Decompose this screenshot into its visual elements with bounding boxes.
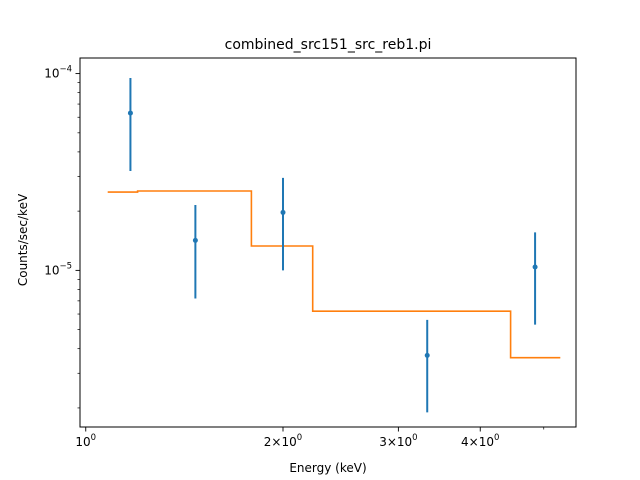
x-tick-label-2: 2×100 bbox=[264, 433, 302, 449]
y-tick-label-2: 10−4 bbox=[44, 65, 72, 81]
data-point-4 bbox=[424, 319, 430, 413]
y-axis-label: Counts/sec/keV bbox=[16, 193, 30, 286]
y-tick-label-1: 10−5 bbox=[44, 261, 72, 277]
data-point-1 bbox=[127, 77, 133, 171]
axes-frame bbox=[79, 57, 577, 428]
data-marker bbox=[424, 352, 430, 358]
data-point-2 bbox=[192, 204, 198, 299]
data-marker bbox=[192, 237, 198, 243]
x-tick-label-1: 100 bbox=[75, 433, 96, 449]
data-marker bbox=[280, 209, 286, 215]
x-tick-label-3: 3×100 bbox=[379, 433, 417, 449]
data-marker bbox=[532, 264, 538, 270]
chart-title: combined_src151_src_reb1.pi bbox=[225, 37, 432, 53]
x-axis-label: Energy (keV) bbox=[289, 461, 366, 475]
x-tick-label-4: 4×100 bbox=[461, 433, 499, 449]
data-point-3 bbox=[280, 177, 286, 271]
plot-area bbox=[107, 77, 561, 413]
data-marker bbox=[127, 110, 133, 116]
axes: 100 2×100 3×100 4×100 10−5 10−4 bbox=[44, 57, 577, 449]
data-point-5 bbox=[532, 232, 538, 325]
